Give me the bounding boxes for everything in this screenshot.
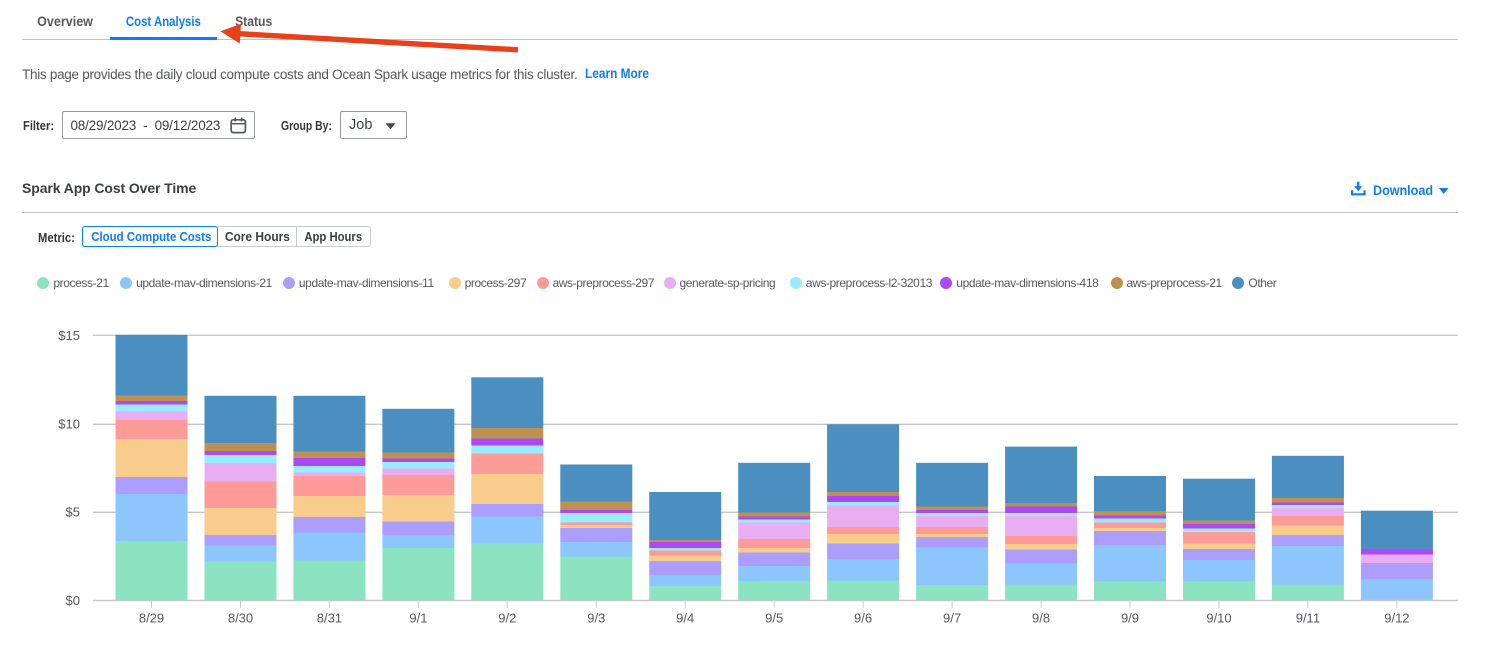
svg-text:8/30: 8/30: [228, 611, 253, 626]
svg-text:$0: $0: [66, 593, 80, 608]
svg-text:9/2: 9/2: [498, 611, 516, 626]
svg-text:$5: $5: [66, 505, 80, 520]
svg-text:9/9: 9/9: [1121, 611, 1139, 626]
svg-text:9/4: 9/4: [676, 611, 694, 626]
svg-text:8/29: 8/29: [139, 611, 164, 626]
svg-text:8/31: 8/31: [317, 611, 342, 626]
svg-text:9/8: 9/8: [1032, 611, 1050, 626]
svg-text:9/7: 9/7: [943, 611, 961, 626]
svg-text:$15: $15: [58, 328, 80, 343]
svg-text:9/6: 9/6: [854, 611, 872, 626]
svg-text:9/11: 9/11: [1296, 611, 1320, 626]
svg-text:9/1: 9/1: [409, 611, 427, 626]
svg-text:9/3: 9/3: [587, 611, 605, 626]
svg-text:9/10: 9/10: [1206, 611, 1231, 626]
svg-text:9/5: 9/5: [765, 611, 783, 626]
svg-text:$10: $10: [58, 416, 80, 431]
svg-text:9/12: 9/12: [1384, 611, 1409, 626]
